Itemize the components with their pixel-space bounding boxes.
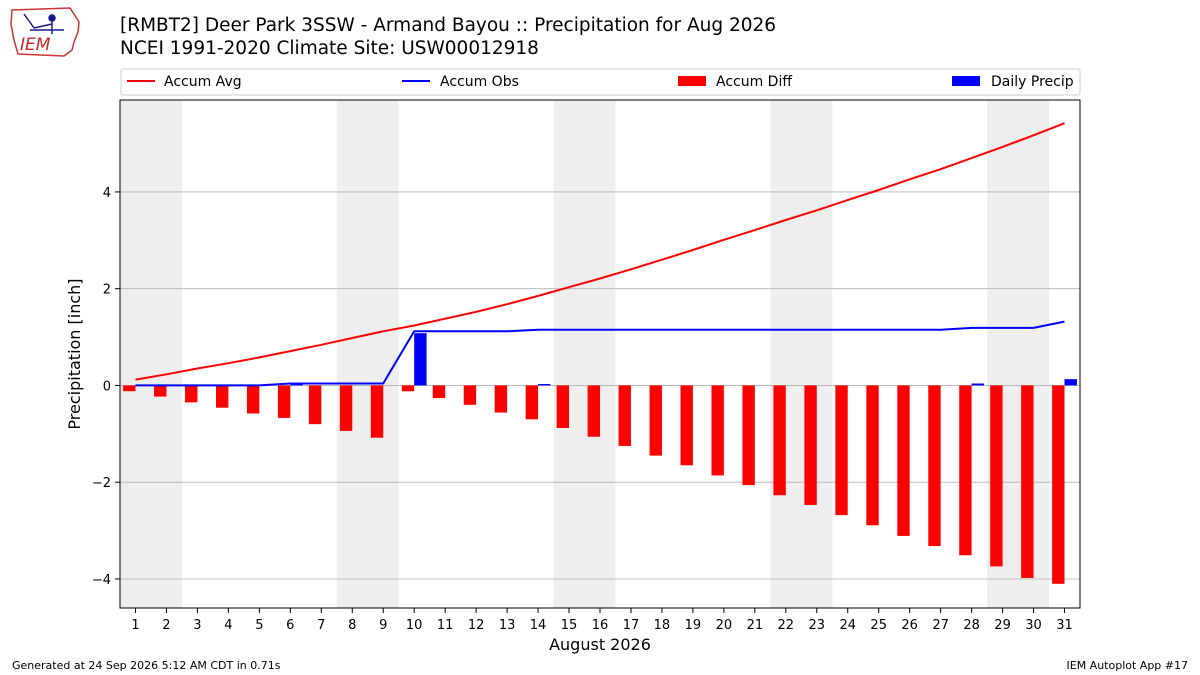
x-tick-label: 24 <box>839 618 856 633</box>
x-tick-label: 17 <box>623 618 640 633</box>
y-axis-label: Precipitation [inch] <box>65 278 84 429</box>
chart-subtitle: NCEI 1991-2020 Climate Site: USW00012918 <box>120 38 539 59</box>
x-tick-label: 8 <box>348 618 356 633</box>
accum-diff-bar <box>711 385 724 476</box>
x-tick-label: 23 <box>809 618 826 633</box>
x-tick-label: 3 <box>193 618 201 633</box>
x-tick-label: 1 <box>131 618 139 633</box>
x-axis-ticks: 1 2 3 4 5 6 7 8 9 10 11 12 13 14 15 16 17 18 19 20 21 22 23 24 2… <box>131 608 1073 633</box>
accum-diff-bar <box>216 385 229 408</box>
x-tick-label: 7 <box>317 618 325 633</box>
x-tick-label: 15 <box>561 618 578 633</box>
accum-diff-bar <box>277 385 291 418</box>
weekend-shade-8-9 <box>336 100 399 608</box>
iem-logo-weather-icon <box>23 13 64 34</box>
legend-label-daily-precip: Daily Precip <box>991 74 1074 90</box>
x-tick-label: 5 <box>255 618 263 633</box>
y-tick-label: −2 <box>92 476 111 491</box>
x-tick-label: 10 <box>406 618 423 633</box>
legend-label-accum-obs: Accum Obs <box>440 74 519 90</box>
accum-diff-bar <box>587 385 600 437</box>
bars <box>123 333 1077 584</box>
legend-swatch-daily-precip <box>952 76 980 86</box>
chart-title: [RMBT2] Deer Park 3SSW - Armand Bayou ::… <box>120 15 776 36</box>
y-tick-label: 2 <box>103 283 111 298</box>
accum-diff-bar <box>525 385 539 420</box>
x-tick-label: 16 <box>592 618 609 633</box>
accum-diff-bar <box>773 385 786 496</box>
accum-diff-bar <box>185 385 198 403</box>
accum-diff-bar <box>990 385 1003 567</box>
accum-diff-bar <box>897 385 910 536</box>
accum-diff-bar <box>556 385 570 429</box>
accum-diff-bar <box>401 385 415 392</box>
x-tick-label: 9 <box>379 618 387 633</box>
x-axis-label: August 2026 <box>549 635 651 654</box>
accum-diff-bar <box>866 385 879 526</box>
x-tick-label: 13 <box>499 618 516 633</box>
accum-diff-bar <box>339 385 353 431</box>
accum-diff-bar <box>835 385 848 516</box>
weekend-shade-22-23 <box>770 100 833 608</box>
accum-diff-bar <box>463 385 477 405</box>
weekend-shade-1-2 <box>120 100 182 608</box>
accum-diff-bar <box>649 385 662 456</box>
footer-app: IEM Autoplot App #17 <box>1067 659 1189 672</box>
y-axis-ticks: −4 −2 0 2 4 <box>92 186 120 588</box>
legend-swatch-accum-diff <box>678 76 706 86</box>
y-tick-label: −4 <box>92 573 111 588</box>
x-tick-label: 11 <box>437 618 454 633</box>
x-tick-label: 27 <box>932 618 949 633</box>
y-tick-label: 4 <box>103 186 111 201</box>
accum-diff-bar <box>1021 385 1034 579</box>
legend-frame <box>120 68 1081 96</box>
x-tick-label: 21 <box>747 618 764 633</box>
x-tick-label: 14 <box>530 618 547 633</box>
iem-logo: IEM <box>10 7 80 57</box>
weekend-shade-15-16 <box>553 100 616 608</box>
accum-diff-bar <box>123 385 136 392</box>
footer-generated: Generated at 24 Sep 2026 5:12 AM CDT in … <box>12 659 281 672</box>
daily-precip-bar <box>414 333 427 386</box>
x-tick-label: 18 <box>654 618 671 633</box>
x-tick-label: 30 <box>1025 618 1042 633</box>
x-tick-label: 25 <box>870 618 887 633</box>
x-tick-label: 19 <box>685 618 702 633</box>
accum-diff-bar <box>370 385 384 438</box>
x-tick-label: 26 <box>901 618 918 633</box>
accum-diff-bar <box>494 385 508 413</box>
x-tick-label: 29 <box>994 618 1011 633</box>
legend-label-accum-avg: Accum Avg <box>164 74 242 90</box>
accum-diff-bar <box>246 385 260 414</box>
legend-label-accum-diff: Accum Diff <box>716 74 792 90</box>
accum-diff-bar <box>742 385 755 486</box>
accum-diff-bar <box>432 385 446 399</box>
daily-precip-bar <box>1064 379 1077 386</box>
x-tick-label: 4 <box>224 618 232 633</box>
accum-diff-bar <box>154 385 167 397</box>
accum-obs-line <box>135 320 1065 387</box>
accum-diff-bar <box>308 385 322 425</box>
daily-precip-bar <box>971 383 984 386</box>
legend: Accum Avg Accum Obs Accum Diff Daily Pre… <box>120 68 1081 96</box>
y-tick-label: 0 <box>103 379 111 394</box>
x-tick-label: 31 <box>1056 618 1073 633</box>
lines <box>135 122 1065 387</box>
x-tick-label: 22 <box>778 618 795 633</box>
x-tick-label: 28 <box>963 618 980 633</box>
x-tick-label: 6 <box>286 618 294 633</box>
accum-diff-bar <box>618 385 631 446</box>
accum-diff-bar <box>959 385 972 556</box>
x-tick-label: 20 <box>716 618 733 633</box>
daily-precip-bar <box>538 383 551 386</box>
accum-diff-bar <box>680 385 693 466</box>
accum-avg-line <box>135 122 1065 381</box>
accum-diff-bar <box>804 385 817 505</box>
x-tick-label: 12 <box>468 618 485 633</box>
accum-diff-bar <box>928 385 941 547</box>
x-tick-label: 2 <box>162 618 170 633</box>
accum-diff-bar <box>1052 385 1065 584</box>
iem-logo-text: IEM <box>20 35 51 55</box>
